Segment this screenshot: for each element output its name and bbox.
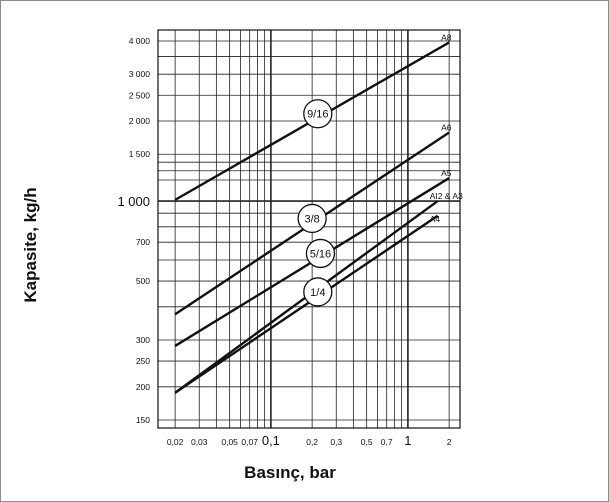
series-end-label: AI2 & A3 [430, 191, 463, 201]
size-circle [303, 99, 333, 129]
size-circle [297, 203, 327, 234]
y-tick-labels: 150 200 250 300 500 700 1 000 1 500 2 000 2 500 3 … [117, 36, 150, 425]
x-tick-label: 0,07 [241, 437, 258, 447]
x-axis-title: Basınç, bar [244, 463, 336, 482]
y-tick-label: 1 500 [129, 149, 151, 159]
x-tick-labels: 0,02 0,03 0,05 0,07 0,1 0,2 0,3 0,5 0,7 1 2 [167, 433, 452, 448]
y-tick-label: 1 000 [117, 194, 150, 209]
series-end-label: A4 [430, 214, 441, 224]
x-tick-label: 0,1 [262, 433, 280, 448]
size-circle-labels: 9/16 3/8 5/16 1/4 [297, 99, 336, 307]
y-tick-label: 700 [136, 237, 150, 247]
y-tick-label: 300 [136, 335, 150, 345]
x-tick-label: 0,02 [167, 437, 184, 447]
y-tick-label: 3 000 [129, 69, 151, 79]
size-circle [303, 277, 333, 307]
y-tick-label: 200 [136, 382, 150, 392]
x-tick-label: 0,03 [191, 437, 208, 447]
size-label: 1/4 [310, 287, 325, 299]
x-tick-label: 0,05 [221, 437, 238, 447]
series-end-label: A5 [441, 168, 452, 178]
y-tick-label: 2 000 [129, 116, 151, 126]
y-tick-label: 4 000 [129, 36, 151, 46]
x-tick-label: 0,7 [381, 437, 393, 447]
series-end-label: A8 [441, 32, 452, 42]
x-tick-label: 0,2 [306, 437, 318, 447]
series-line-a4 [174, 214, 439, 394]
y-axis-title: Kapasite, kg/h [21, 187, 40, 302]
size-label: 5/16 [310, 248, 331, 260]
x-tick-label: 0,3 [330, 437, 342, 447]
series-end-label: A6 [441, 123, 452, 133]
x-tick-label: 1 [404, 433, 411, 448]
series-end-labels: A8 A6 A5 AI2 & A3 A4 [430, 32, 463, 223]
y-tick-label: 150 [136, 415, 150, 425]
size-circle [305, 238, 336, 269]
size-label: 3/8 [304, 213, 319, 225]
plot-area [157, 29, 461, 429]
y-tick-label: 500 [136, 276, 150, 286]
y-tick-label: 250 [136, 356, 150, 366]
size-label: 9/16 [307, 109, 328, 121]
x-tick-label: 0,5 [361, 437, 373, 447]
x-tick-label: 2 [447, 437, 452, 447]
y-tick-label: 2 500 [129, 90, 151, 100]
